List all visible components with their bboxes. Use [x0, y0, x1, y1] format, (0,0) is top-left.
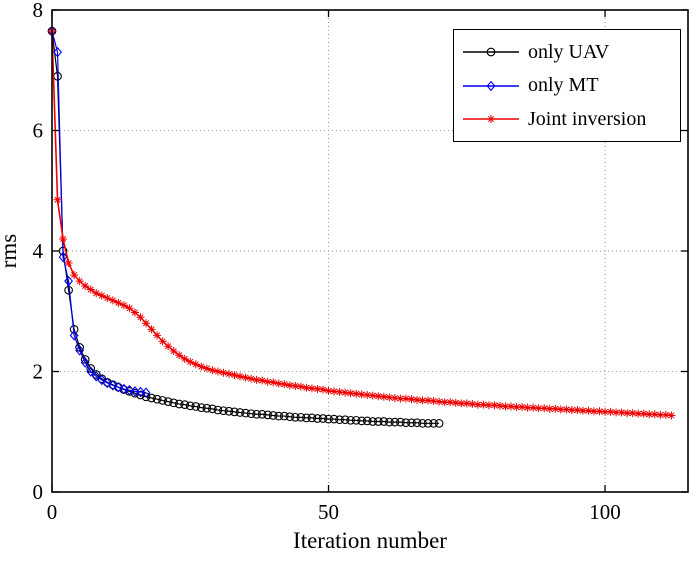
- x-tick-label: 0: [47, 500, 58, 524]
- x-tick-label: 100: [589, 500, 621, 524]
- series-only-mt: [47, 25, 151, 398]
- y-tick-label: 6: [33, 119, 44, 143]
- legend-item-joint-inversion: Joint inversion: [462, 108, 680, 131]
- legend-label: Joint inversion: [528, 107, 647, 130]
- y-tick-label: 8: [33, 0, 44, 22]
- legend: only UAV only MT Joint inversion: [453, 29, 681, 142]
- y-axis-label: rms: [0, 234, 21, 269]
- legend-label: only UAV: [528, 40, 610, 63]
- legend-item-only-uav: only UAV: [462, 41, 680, 64]
- x-axis-label: Iteration number: [293, 528, 447, 553]
- series-joint-inversion: [48, 27, 676, 420]
- y-tick-label: 4: [33, 239, 44, 263]
- y-tick-label: 2: [33, 360, 44, 384]
- legend-label: only MT: [528, 74, 599, 96]
- legend-sample-joint-inversion: [462, 108, 520, 130]
- tick-layer: 0 50 100 0 2 4 6 8: [33, 0, 688, 524]
- series-only-uav: [47, 26, 444, 428]
- y-tick-label: 0: [33, 480, 44, 504]
- x-tick-label: 50: [318, 500, 339, 524]
- legend-sample-only-uav: [462, 41, 520, 63]
- series-layer: [47, 25, 676, 428]
- legend-sample-only-mt: [462, 75, 520, 97]
- legend-item-only-mt: only MT: [462, 74, 680, 97]
